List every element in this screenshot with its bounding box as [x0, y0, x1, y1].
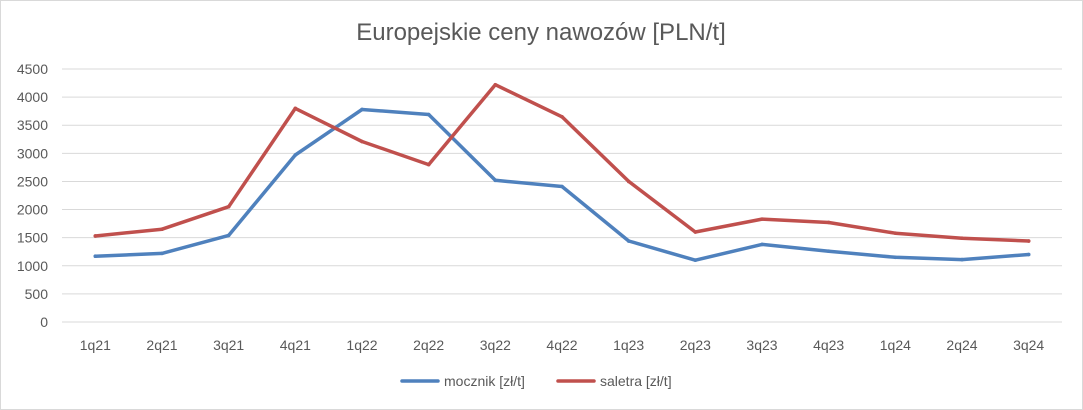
data-point	[560, 184, 564, 189]
y-tick-label: 1500	[17, 230, 48, 246]
data-point	[893, 231, 898, 235]
data-point	[293, 106, 298, 111]
data-point	[426, 162, 431, 167]
y-tick-label: 2000	[17, 202, 48, 218]
data-point	[893, 255, 898, 260]
data-point	[826, 220, 831, 225]
data-point	[360, 139, 364, 144]
x-tick-label: 3q24	[1013, 337, 1044, 353]
data-point	[93, 234, 98, 238]
x-tick-label: 2q21	[146, 337, 177, 353]
gridlines	[62, 68, 1062, 323]
x-tick-label: 2q22	[413, 337, 444, 353]
data-point	[160, 251, 164, 256]
x-tick-label: 1q22	[346, 337, 377, 353]
x-tick-label: 4q21	[280, 337, 311, 353]
data-point	[693, 258, 698, 262]
x-tick-label: 3q22	[480, 337, 511, 353]
data-point	[760, 217, 764, 221]
data-point	[626, 239, 631, 243]
data-point	[493, 82, 498, 87]
data-point	[493, 178, 498, 183]
legend-label: mocznik [zł/t]	[444, 373, 525, 389]
data-point	[360, 107, 364, 112]
x-tick-label: 1q21	[80, 337, 111, 353]
data-point	[760, 242, 764, 247]
x-tick-label: 1q24	[880, 337, 911, 353]
x-tick-label: 3q21	[213, 337, 244, 353]
data-point	[160, 227, 164, 232]
legend: mocznik [zł/t] saletra [zł/t]	[400, 373, 672, 389]
x-tick-label: 4q23	[813, 337, 844, 353]
y-tick-label: 500	[25, 286, 49, 302]
data-point	[960, 236, 964, 241]
chart-title: Europejskie ceny nawozów [PLN/t]	[356, 19, 726, 46]
data-point	[1026, 252, 1031, 257]
data-point	[426, 112, 431, 117]
y-tick-label: 0	[40, 314, 48, 330]
data-point	[226, 233, 231, 238]
y-tick-label: 4500	[17, 61, 48, 77]
data-point	[626, 179, 631, 184]
data-point	[560, 114, 564, 119]
x-tick-label: 2q24	[946, 337, 977, 353]
x-axis-ticks: 1q21 2q21 3q21 4q21 1q22 2q22 3q22 4q22 1q23 2q23…	[80, 337, 1045, 353]
x-tick-label: 2q23	[680, 337, 711, 353]
y-axis-ticks: 0 500 1000 1500 2000 2500 3000 3500 4000 4500	[17, 61, 48, 330]
y-tick-label: 3500	[17, 117, 48, 133]
series-line-2	[93, 82, 1031, 243]
series-lines	[93, 82, 1031, 262]
x-tick-label: 1q23	[613, 337, 644, 353]
legend-label: saletra [zł/t]	[600, 373, 672, 389]
x-tick-label: 3q23	[746, 337, 777, 353]
data-point	[226, 204, 231, 209]
data-point	[93, 254, 98, 259]
x-tick-label: 4q22	[546, 337, 577, 353]
y-tick-label: 3000	[17, 145, 48, 161]
y-tick-label: 2500	[17, 173, 48, 189]
data-point	[293, 153, 298, 157]
data-point	[1026, 239, 1031, 243]
y-tick-label: 4000	[17, 89, 48, 105]
data-point	[826, 249, 831, 253]
data-point	[693, 230, 698, 234]
data-point	[960, 257, 964, 262]
y-tick-label: 1000	[17, 258, 48, 274]
